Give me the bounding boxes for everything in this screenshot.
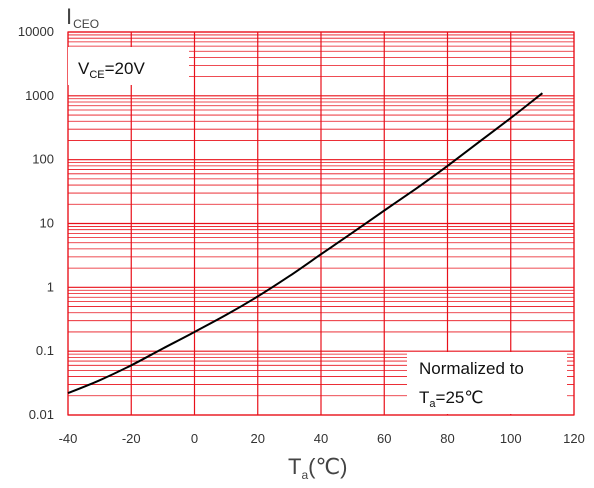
x-tick-label: -40 — [59, 431, 78, 446]
condition-box — [68, 47, 189, 85]
x-tick-label: -20 — [122, 431, 141, 446]
x-axis-label: Ta(℃) — [288, 454, 348, 482]
y-tick-label: 100 — [32, 152, 54, 167]
x-tick-label: 100 — [500, 431, 522, 446]
y-tick-labels: 10000 1000 100 10 1 0.1 0.01 — [18, 24, 54, 422]
grid-major-lines — [67, 31, 575, 416]
y-tick-label: 0.1 — [36, 343, 54, 358]
y-tick-label: 1000 — [25, 88, 54, 103]
y-tick-label: 0.01 — [29, 407, 54, 422]
y-tick-label: 10 — [40, 216, 54, 231]
x-tick-label: 60 — [377, 431, 391, 446]
x-tick-label: 0 — [191, 431, 198, 446]
normalized-line-1: Normalized to — [419, 359, 524, 378]
y-axis-label: ICEO — [66, 4, 99, 31]
x-tick-label: 120 — [563, 431, 585, 446]
x-tick-label: 80 — [440, 431, 454, 446]
x-tick-label: 40 — [314, 431, 328, 446]
plot-frame — [67, 31, 575, 416]
y-tick-label: 1 — [47, 279, 54, 294]
x-tick-label: 20 — [251, 431, 265, 446]
condition-label: VCE=20V — [78, 59, 145, 81]
normalized-line-2: Ta=25℃ — [419, 388, 483, 410]
x-tick-labels: -40 -20 0 20 40 60 80 100 120 — [59, 431, 585, 446]
series-line — [67, 92, 544, 395]
normalized-box — [407, 352, 567, 414]
y-tick-label: 10000 — [18, 24, 54, 39]
